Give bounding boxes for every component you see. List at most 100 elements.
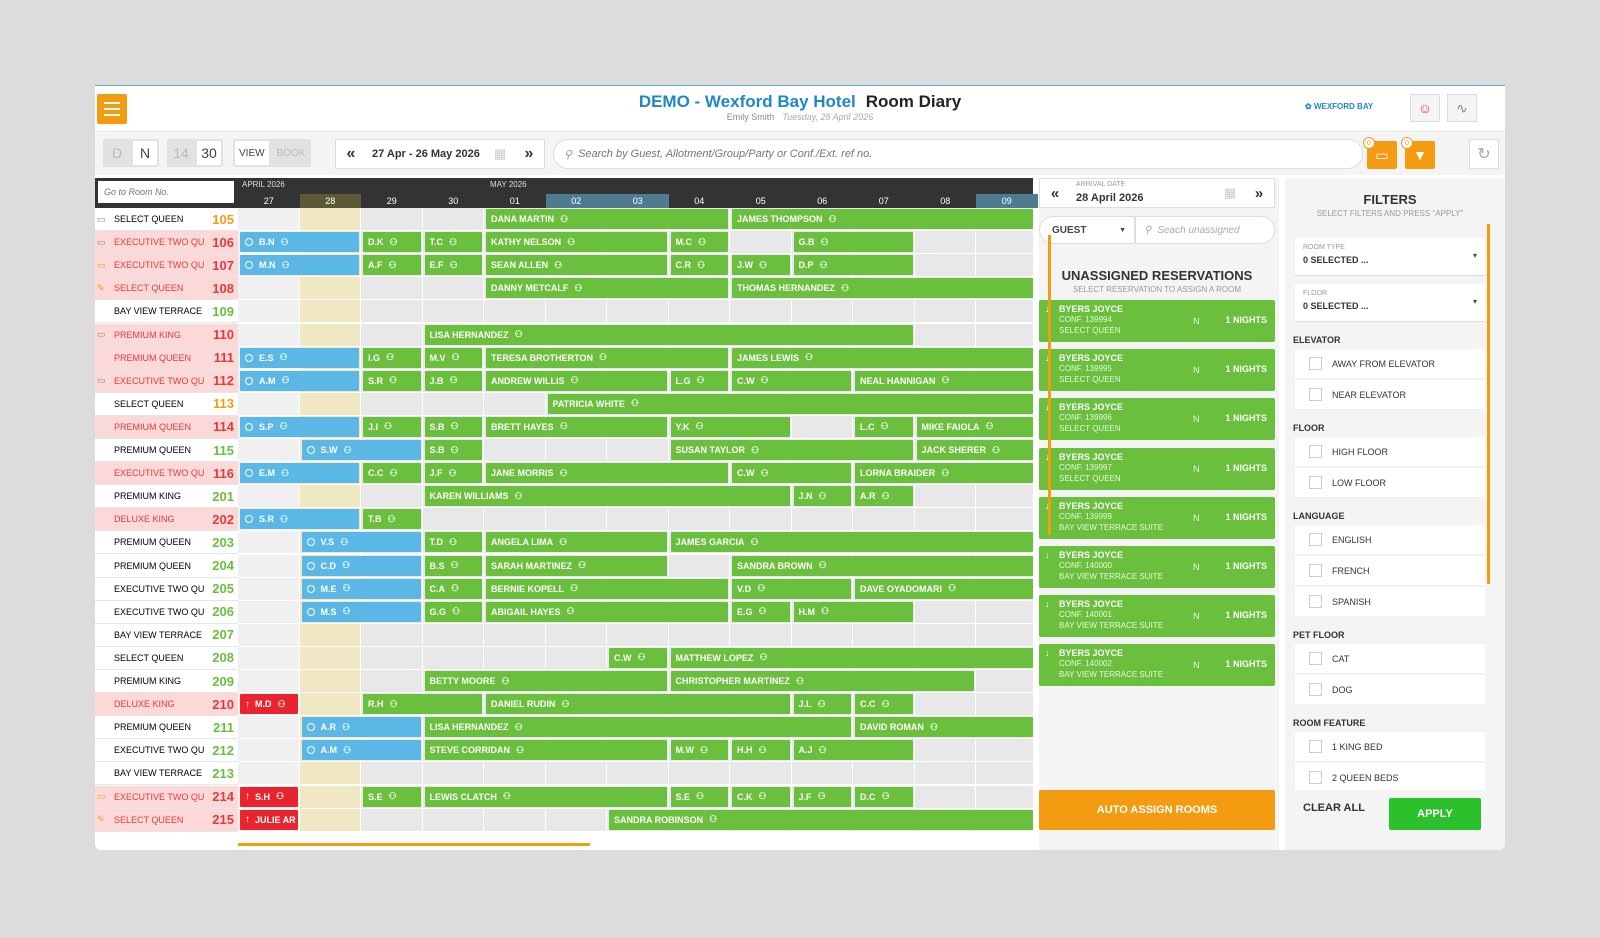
booking-bar[interactable]: A.R ⚇ (301, 717, 421, 738)
booking-bar[interactable]: ANDREW WILLIS ⚇ (486, 370, 667, 391)
grid-cell[interactable] (299, 808, 361, 831)
booking-bar[interactable]: JANE MORRIS ⚇ (486, 463, 728, 484)
grid-cell[interactable] (299, 785, 361, 808)
room-type-select[interactable]: ROOM TYPE 0 SELECTED ... ▾ (1295, 238, 1485, 276)
booking-bar[interactable]: JACK SHERER ⚇ (916, 440, 1033, 460)
room-row[interactable]: ✎ SELECT QUEEN 108 (95, 277, 238, 301)
grid-cell[interactable] (545, 762, 607, 785)
grid-cell[interactable] (914, 600, 976, 623)
room-row[interactable]: BAY VIEW TERRACE SUITE 109 (95, 300, 238, 324)
booking-bar[interactable]: A.F ⚇ (363, 255, 421, 276)
grid-cell[interactable] (484, 300, 546, 323)
booking-bar[interactable]: S.P ⚇ (240, 416, 359, 437)
grid-cell[interactable] (914, 485, 976, 508)
grid-cell[interactable] (976, 670, 1033, 692)
booking-bar[interactable]: LORNA BRAIDER ⚇ (855, 463, 1033, 484)
grid-cell[interactable] (361, 646, 423, 669)
room-row[interactable]: PREMIUM QUEEN 203 (95, 531, 238, 555)
booking-bar[interactable]: J.F ⚇ (793, 786, 851, 807)
grid-cell[interactable] (791, 300, 853, 323)
grid-cell[interactable] (361, 762, 423, 785)
checkbox[interactable] (1309, 357, 1322, 370)
filter-away-elevator[interactable]: AWAY FROM ELEVATOR (1295, 349, 1485, 379)
grid-cell[interactable] (668, 762, 730, 785)
apply-button[interactable]: APPLY (1389, 798, 1481, 830)
booking-bar[interactable]: J.F ⚇ (424, 463, 482, 484)
room-row[interactable]: ▭ EXECUTIVE TWO QUEE 214 (95, 785, 238, 809)
booking-bar[interactable]: DAVE OYADOMARI ⚇ (855, 578, 1033, 599)
grid-cell[interactable] (299, 392, 361, 415)
unassigned-search[interactable]: ⚲ Seach unassigned (1135, 216, 1275, 244)
grid-cell[interactable] (238, 531, 300, 554)
grid-cell[interactable] (422, 508, 484, 531)
booking-bar[interactable]: T.D ⚇ (424, 532, 482, 553)
room-row[interactable]: EXECUTIVE TWO QUEEN 116 (95, 462, 238, 486)
grid-cell[interactable] (730, 762, 792, 785)
book-button[interactable]: BOOK (276, 147, 306, 159)
guest-select[interactable]: GUEST ▼ (1039, 216, 1135, 244)
grid-cell[interactable] (976, 254, 1033, 277)
grid-cell[interactable] (238, 670, 300, 692)
unassigned-card[interactable]: ↓ BYERS JOYCE CONF. 140000 BAY VIEW TERRACE… (1039, 546, 1275, 588)
grid-cell[interactable] (976, 485, 1033, 508)
grid-cell[interactable] (361, 485, 423, 508)
grid-cell[interactable] (299, 323, 361, 346)
grid-cell[interactable] (791, 415, 853, 438)
menu-icon[interactable] (97, 94, 127, 124)
booking-bar[interactable]: MIKE FAIOLA ⚇ (916, 416, 1033, 437)
grid-cell[interactable] (422, 277, 484, 300)
calendar-icon[interactable]: ▦ (494, 146, 507, 161)
filter-queen-beds[interactable]: 2 QUEEN BEDS (1295, 763, 1485, 793)
date-range[interactable]: 27 Apr - 26 May 2026 (372, 148, 480, 160)
grid-cell[interactable] (791, 508, 853, 531)
grid-cell[interactable] (914, 254, 976, 277)
grid-cell[interactable] (299, 485, 361, 508)
booking-bar[interactable]: S.B ⚇ (424, 440, 482, 460)
booking-bar[interactable]: JAMES THOMPSON ⚇ (732, 209, 1033, 229)
checkbox[interactable] (1309, 595, 1322, 608)
filter-king-bed[interactable]: 1 KING BED (1295, 732, 1485, 762)
grid-cell[interactable] (607, 300, 669, 323)
room-row[interactable]: PREMIUM QUEEN 115 (95, 439, 238, 462)
room-row[interactable]: PREMIUM QUEEN 114 (95, 415, 238, 439)
grid-cell[interactable] (791, 623, 853, 646)
grid-cell[interactable] (853, 300, 915, 323)
booking-bar[interactable]: BRETT HAYES ⚇ (486, 416, 667, 437)
booking-bar[interactable]: H.M ⚇ (793, 601, 913, 622)
checkbox[interactable] (1309, 652, 1322, 665)
grid-cell[interactable] (545, 808, 607, 831)
booking-bar[interactable]: B.S ⚇ (424, 555, 482, 576)
grid-cell[interactable] (422, 808, 484, 831)
checkbox[interactable] (1309, 476, 1322, 489)
booking-bar[interactable]: V.D ⚇ (732, 578, 851, 599)
grid-cell[interactable] (976, 300, 1033, 323)
calendar-icon[interactable]: ▦ (1224, 185, 1237, 200)
prev-date-icon[interactable]: « (1050, 184, 1060, 202)
grid-cell[interactable] (299, 208, 361, 230)
booking-bar[interactable]: J.W ⚇ (732, 255, 790, 276)
booking-bar[interactable]: J.B ⚇ (424, 370, 482, 391)
next-date-icon[interactable]: » (1254, 184, 1264, 202)
grid-cell[interactable] (238, 554, 300, 577)
grid-cell[interactable] (976, 623, 1033, 646)
booking-bar[interactable]: ABIGAIL HAYES ⚇ (486, 601, 728, 622)
grid-cell[interactable] (853, 508, 915, 531)
grid-cell[interactable] (299, 300, 361, 323)
booking-bar[interactable]: ↑ S.H ⚇ (240, 786, 298, 807)
room-row[interactable]: ▭ PREMIUM KING 110 (95, 323, 238, 347)
booking-bar[interactable]: M.N ⚇ (240, 255, 359, 276)
grid-cell[interactable] (299, 623, 361, 646)
grid-cell[interactable] (976, 508, 1033, 531)
room-row[interactable]: BAY VIEW TERRACE SUITE 213 (95, 762, 238, 786)
grid-cell[interactable] (422, 300, 484, 323)
booking-bar[interactable]: B.N ⚇ (240, 232, 359, 253)
booking-bar[interactable]: E.M ⚇ (240, 463, 359, 484)
grid-cell[interactable] (607, 508, 669, 531)
room-row[interactable]: EXECUTIVE TWO QUEEN 212 (95, 739, 238, 763)
booking-bar[interactable]: JAMES GARCIA ⚇ (670, 532, 1033, 553)
booking-bar[interactable]: M.S ⚇ (301, 601, 421, 622)
booking-bar[interactable]: SEAN ALLEN ⚇ (486, 255, 667, 276)
room-row[interactable]: PREMIUM KING 201 (95, 485, 238, 509)
checkbox[interactable] (1309, 740, 1322, 753)
